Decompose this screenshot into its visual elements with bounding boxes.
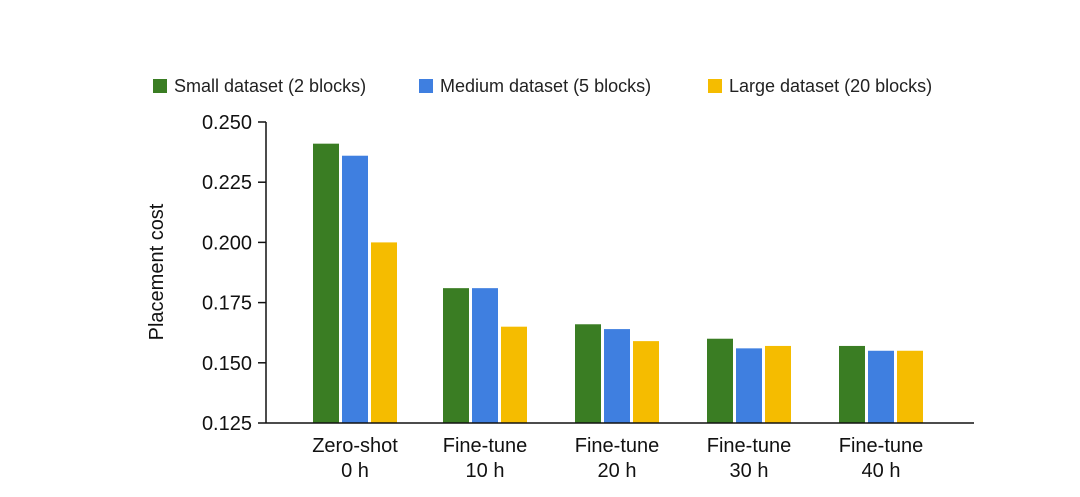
y-tick-label: 0.125 [202, 413, 252, 435]
bar-group [313, 143, 397, 423]
x-tick-label: Fine-tune [443, 435, 528, 457]
legend-swatch [153, 79, 167, 93]
bar [765, 345, 791, 423]
bar-group [839, 345, 923, 423]
x-tick-label: 20 h [598, 460, 637, 482]
bar [472, 288, 498, 423]
bar [839, 345, 865, 423]
x-tick-label: Fine-tune [575, 435, 660, 457]
x-tick-label: 10 h [466, 460, 505, 482]
y-tick-label: 0.150 [202, 353, 252, 375]
bar [443, 288, 469, 423]
legend-label: Large dataset (20 blocks) [729, 76, 932, 96]
x-tick-label: Fine-tune [839, 435, 924, 457]
y-axis-label: Placement cost [146, 203, 168, 340]
x-tick-label: 0 h [341, 460, 369, 482]
bar [371, 242, 397, 423]
legend-swatch [419, 79, 433, 93]
x-tick-label: Fine-tune [707, 435, 792, 457]
bar [313, 143, 339, 423]
y-tick-label: 0.175 [202, 293, 252, 315]
x-tick-label: Zero-shot [312, 435, 398, 457]
y-axis: 0.125 0.150 0.175 0.200 0.225 0.250 [202, 112, 267, 435]
bar [707, 338, 733, 423]
bar [575, 324, 601, 423]
bar [736, 348, 762, 423]
x-tick-label: 40 h [862, 460, 901, 482]
bar [604, 329, 630, 423]
bar [342, 155, 368, 423]
legend-item: Large dataset (20 blocks) [708, 76, 932, 96]
legend-swatch [708, 79, 722, 93]
legend-item: Medium dataset (5 blocks) [419, 76, 651, 96]
legend: Small dataset (2 blocks) Medium dataset (… [153, 76, 932, 96]
bar-group [443, 288, 527, 423]
x-axis: Zero-shot 0 h Fine-tune 10 h Fine-tune 20 h Fi… [266, 422, 974, 482]
legend-label: Small dataset (2 blocks) [174, 76, 366, 96]
y-tick-label: 0.250 [202, 112, 252, 134]
bar [633, 341, 659, 423]
x-tick-label: 30 h [730, 460, 769, 482]
y-tick-label: 0.200 [202, 232, 252, 254]
y-tick-label: 0.225 [202, 172, 252, 194]
bar-group [707, 338, 791, 423]
legend-label: Medium dataset (5 blocks) [440, 76, 651, 96]
bar [501, 326, 527, 423]
legend-item: Small dataset (2 blocks) [153, 76, 366, 96]
bar-group [575, 324, 659, 423]
bar [897, 350, 923, 423]
bar [868, 350, 894, 423]
bars [313, 143, 923, 423]
